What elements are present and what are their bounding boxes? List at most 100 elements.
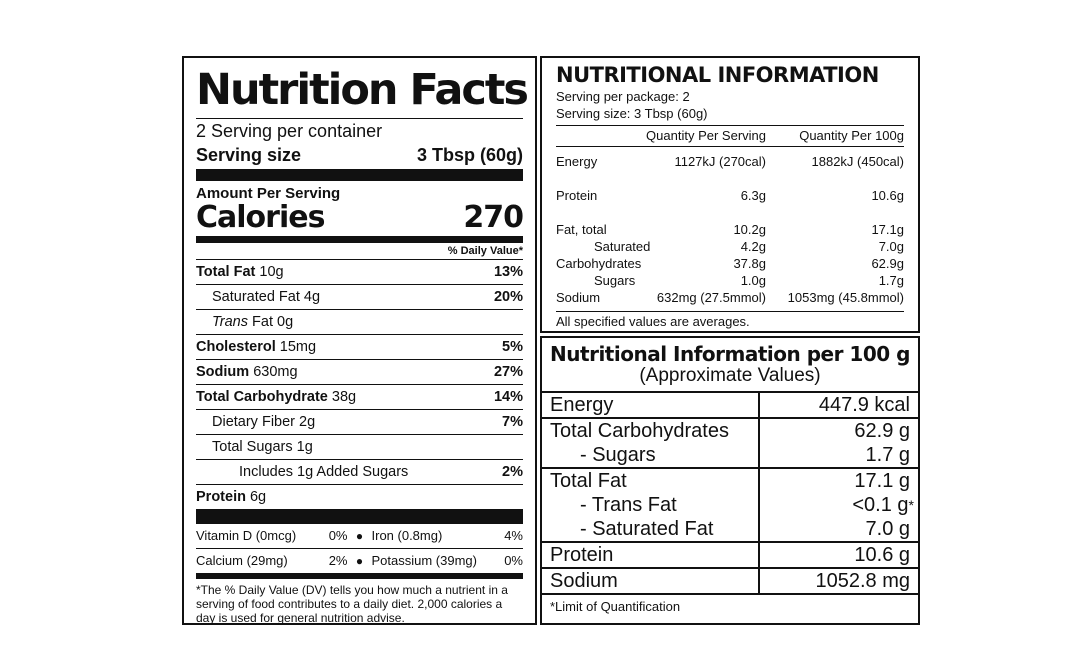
row-name: Total Fat [550,470,627,492]
nutrient-row-sodium: Sodium 630mg 27% [196,360,523,385]
nutrient-amount: 15mg [279,339,317,355]
nutrient-name: Includes 1g Added Sugars [239,464,409,480]
row-name: Sodium [542,567,760,593]
vitamin-row: Calcium (29mg) 2% ● Potassium (39mg) 0% [196,549,523,573]
nutrient-name: Saturated Fat [212,289,300,305]
bullet-icon: ● [355,554,364,568]
vitamin-dv: 2% [328,553,348,568]
nutrient-row-saturated-fat: Saturated Fat 4g 20% [196,285,523,310]
row-name: Carbohydrates [556,256,642,271]
per-100g-header: Nutritional Information per 100 g (Appro… [542,338,918,386]
nutrient-row-total-fat: Total Fat 10g 13% [196,260,523,285]
divider [196,118,523,119]
row-per-serving: 37.8g [733,256,766,271]
nutrient-dv: 27% [493,364,523,380]
vitamin-dv: 4% [504,528,523,543]
nutrient-row-trans-fat: Trans Fat 0g [196,310,523,335]
grid-row-saturated: Saturated 4.2g 7.0g [556,238,904,255]
nutrient-name: Total Sugars [212,439,293,455]
row-per-serving: 1127kJ (270cal) [674,154,766,169]
grid-row-protein: Protein 6.3g 10.6g [556,187,904,204]
row-value: 17.1 g [854,470,910,492]
nutrient-name: Trans [212,314,248,330]
calories-label: Calories [196,200,325,235]
row-sub-value: <0.1 g [852,494,909,516]
row-sub-name: - Trans Fat [580,494,677,516]
serving-size-value: 3 Tbsp (60g) [416,145,523,165]
row-per-100g: 1882kJ (450cal) [811,154,905,169]
row-per-serving: 632mg (27.5mmol) [656,290,766,305]
nutrient-amount: 1g [296,439,313,455]
table-row: Protein 10.6 g [542,541,918,568]
per-100g-subtitle: (Approximate Values) [639,365,821,386]
nutrient-amount: 2g [299,414,316,430]
averages-note: All specified values are averages. [556,311,904,332]
row-per-serving: 4.2g [740,239,766,254]
per-100g-table: Energy 447.9 kcal Total Carbohydrates - … [542,391,918,593]
nutrient-name: Protein [196,489,246,505]
row-sub-name: - Saturated Fat [580,518,714,540]
row-sub-value: 7.0 g [865,518,910,540]
servings-per-container: 2 Serving per container [196,121,383,141]
vitamin-name: Iron (0.8mg) [371,528,443,543]
nutrient-name: Dietary Fiber [212,414,295,430]
nutrient-row-cholesterol: Cholesterol 15mg 5% [196,335,523,360]
row-name: Sugars [594,273,636,288]
calories-row: Calories 270 [196,200,524,235]
row-name: Saturated [594,239,651,254]
table-row: Energy 447.9 kcal [542,391,918,418]
per-100g-panel: Nutritional Information per 100 g (Appro… [540,336,920,625]
thick-divider [196,169,523,181]
row-name: Protein [556,188,598,203]
thick-divider [196,509,523,524]
col-header-per-100g: Quantity Per 100g [799,128,904,143]
row-value: 10.6 g [759,541,918,568]
row-name: Protein [542,541,760,568]
row-name: Total Carbohydrates [550,420,729,442]
nutrition-facts-title: Nutrition Facts [196,65,529,115]
nutrient-row-protein: Protein 6g [196,485,523,509]
grid-row-sugars: Sugars 1.0g 1.7g [556,272,904,289]
nutrient-dv: 14% [493,389,523,405]
nutritional-information-title: NUTRITIONAL INFORMATION [556,63,879,87]
row-sub-name: - Sugars [580,444,656,466]
row-sub-value: 1.7 g [865,444,910,466]
bullet-icon: ● [355,529,364,543]
nutrient-amount: 4g [303,289,321,305]
grid-row-sodium: Sodium 632mg (27.5mmol) 1053mg (45.8mmol… [556,289,904,306]
nutrient-dv: 5% [502,339,523,355]
nutrient-row-total-sugars: Total Sugars 1g [196,435,523,460]
nutrient-amount: 630mg [253,364,298,380]
grid-header: Quantity Per Serving Quantity Per 100g [556,125,904,147]
row-per-100g: 1.7g [878,273,904,288]
row-per-serving: 10.2g [733,222,766,237]
vitamin-dv: 0% [504,553,523,568]
row-name: Sodium [556,290,601,305]
medium-divider [196,573,523,579]
row-name: Fat, total [556,222,607,237]
table-row: Sodium 1052.8 mg [542,567,918,593]
nutrient-dv: 2% [502,464,523,480]
footnote-marker: * [908,497,914,513]
row-name: Energy [542,391,760,418]
grid-row-fat-total: Fat, total 10.2g 17.1g [556,221,904,238]
nutrient-amount: 10g [259,264,284,280]
serving-size-label: Serving size [196,145,302,165]
nutrient-grid: Quantity Per Serving Quantity Per 100g E… [556,125,904,306]
nutrient-name: Total Fat [196,264,256,280]
amount-per-serving: Amount Per Serving [196,185,341,202]
vitamin-name: Potassium (39mg) [371,553,477,568]
medium-divider [196,236,523,243]
grid-row-energy: Energy 1127kJ (270cal) 1882kJ (450cal) [556,153,904,170]
nutrient-name: Sodium [196,364,250,380]
vitamin-name: Vitamin D (0mcg) [196,528,297,543]
nutrition-facts-label: Nutrition Facts 2 Serving per container … [182,56,537,625]
row-per-100g: 1053mg (45.8mmol) [787,290,904,305]
row-per-100g: 10.6g [871,188,904,203]
daily-value-header: % Daily Value* [196,243,523,260]
row-per-serving: 6.3g [740,188,766,203]
vitamin-row: Vitamin D (0mcg) 0% ● Iron (0.8mg) 4% [196,524,523,549]
nutrient-row-dietary-fiber: Dietary Fiber 2g 7% [196,410,523,435]
nutrient-row-total-carbohydrate: Total Carbohydrate 38g 14% [196,385,523,410]
table-row: Total Carbohydrates - Sugars 62.9 g 1.7 … [542,417,918,468]
